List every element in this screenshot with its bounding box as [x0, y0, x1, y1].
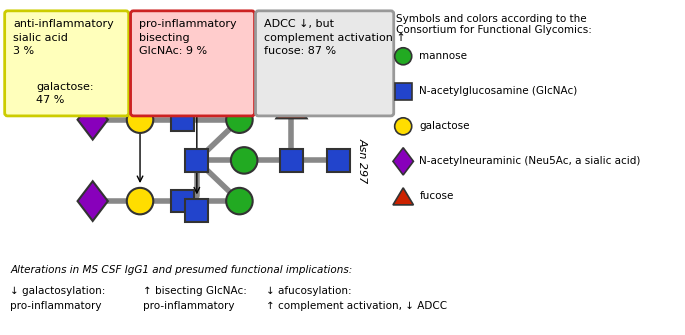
Circle shape	[395, 118, 412, 135]
Bar	[171, 108, 194, 131]
Bar	[171, 190, 194, 212]
Text: N-acetylglucosamine (GlcNAc): N-acetylglucosamine (GlcNAc)	[419, 86, 577, 96]
Text: pro-inflammatory: pro-inflammatory	[10, 302, 102, 312]
Text: N-acetylneuraminic (Neu5Ac, a sialic acid): N-acetylneuraminic (Neu5Ac, a sialic aci…	[419, 156, 640, 166]
Text: ↓ galactosylation:: ↓ galactosylation:	[10, 286, 105, 296]
Polygon shape	[77, 100, 108, 140]
Text: Alterations in MS CSF IgG1 and presumed functional implications:: Alterations in MS CSF IgG1 and presumed …	[10, 265, 353, 274]
Bar	[186, 199, 208, 222]
Circle shape	[127, 188, 153, 214]
Polygon shape	[77, 181, 108, 221]
Circle shape	[226, 107, 253, 133]
Bar	[327, 149, 350, 172]
Text: Symbols and colors according to the
Consortium for Functional Glycomics:: Symbols and colors according to the Cons…	[396, 14, 592, 35]
Text: galactose:
47 %: galactose: 47 %	[36, 82, 93, 106]
Circle shape	[231, 147, 258, 174]
Text: anti-inflammatory
sialic acid
3 %: anti-inflammatory sialic acid 3 %	[13, 19, 114, 56]
FancyBboxPatch shape	[5, 11, 129, 116]
Text: ↑ bisecting GlcNAc:: ↑ bisecting GlcNAc:	[143, 286, 247, 296]
FancyBboxPatch shape	[131, 11, 255, 116]
Text: pro-inflammatory: pro-inflammatory	[143, 302, 234, 312]
Text: ↓ afucosylation:: ↓ afucosylation:	[266, 286, 351, 296]
FancyBboxPatch shape	[256, 11, 394, 116]
Circle shape	[226, 188, 253, 214]
Text: fucose: fucose	[419, 191, 453, 201]
Polygon shape	[393, 188, 414, 205]
Text: pro-inflammatory
bisecting
GlcNAc: 9 %: pro-inflammatory bisecting GlcNAc: 9 %	[139, 19, 237, 56]
Bar	[280, 149, 303, 172]
Text: galactose: galactose	[419, 121, 470, 131]
Circle shape	[395, 48, 412, 65]
Text: Asn 297: Asn 297	[358, 138, 368, 183]
Bar	[395, 83, 412, 100]
Text: mannose: mannose	[419, 51, 467, 61]
Polygon shape	[276, 92, 307, 118]
Text: ↑ complement activation, ↓ ADCC: ↑ complement activation, ↓ ADCC	[266, 302, 447, 312]
Polygon shape	[393, 148, 414, 175]
Bar	[186, 149, 208, 172]
Text: ADCC ↓, but
complement activation ↑
fucose: 87 %: ADCC ↓, but complement activation ↑ fuco…	[264, 19, 406, 56]
Circle shape	[127, 107, 153, 133]
